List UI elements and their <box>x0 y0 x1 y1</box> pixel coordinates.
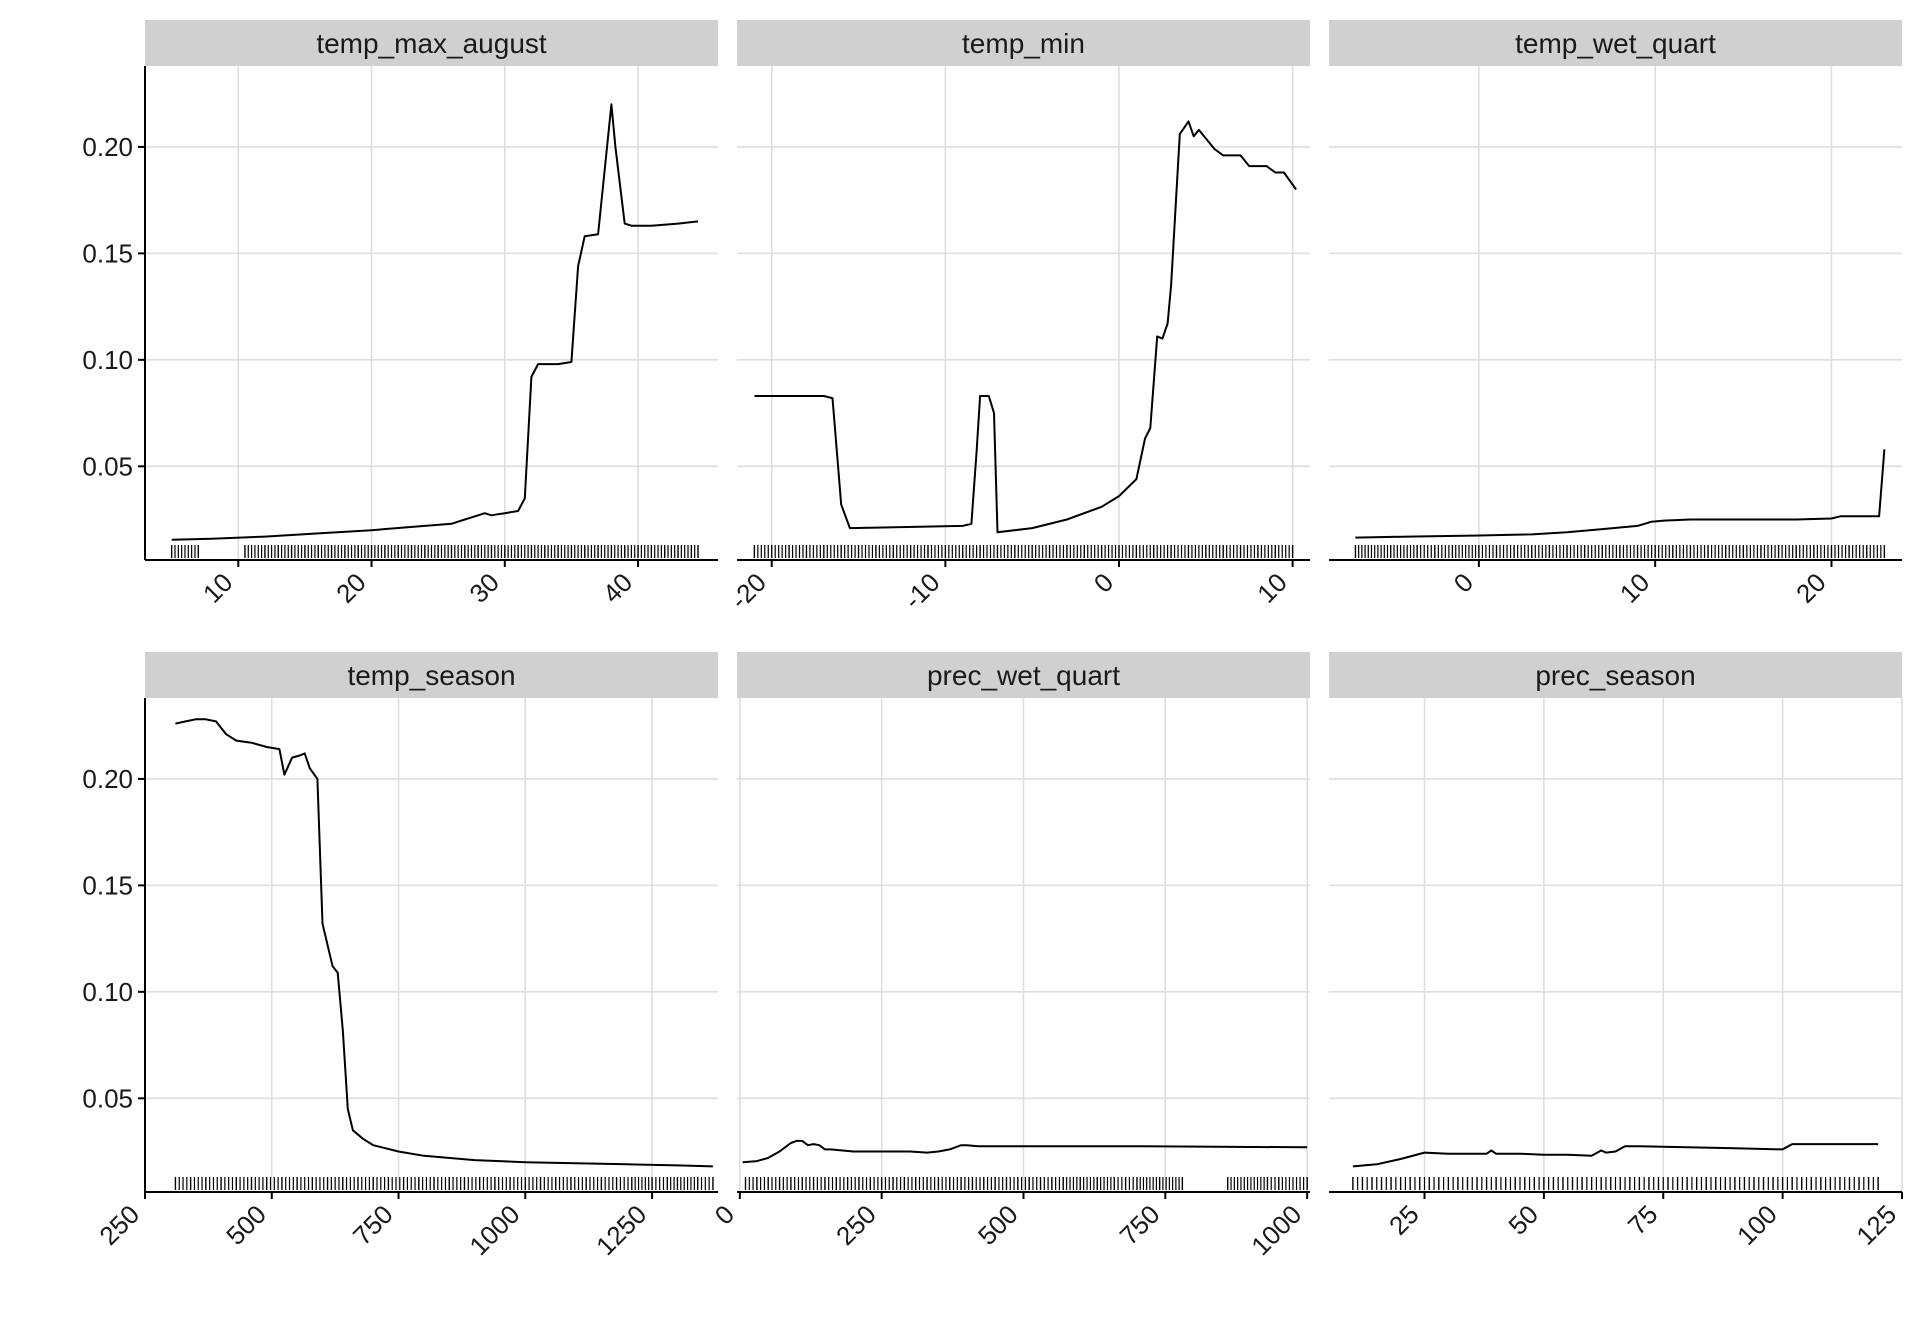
facet-strip <box>737 20 1310 66</box>
x-tick-label: 30 <box>463 567 505 609</box>
x-tick-label: 20 <box>330 567 372 609</box>
facet-strip <box>145 20 718 66</box>
x-tick-label: 500 <box>972 1199 1024 1251</box>
y-tick-label: 0.05 <box>82 1083 133 1113</box>
x-tick-label: 25 <box>1383 1199 1425 1241</box>
series-line <box>754 120 1297 534</box>
facet-strip <box>1329 652 1902 698</box>
facet-strip-title: temp_max_august <box>316 28 547 59</box>
facet-panel: temp_max_august 0.05 0.10 0.15 0.20 10 20 30 40 <box>82 20 718 609</box>
y-tick-label: 0.10 <box>82 345 133 375</box>
x-tick-label: 50 <box>1502 1199 1544 1241</box>
x-tick-label: 20 <box>1790 567 1832 609</box>
series-line <box>742 1139 1308 1164</box>
facet-panel: prec_wet_quart 0 250 500 750 1000 <box>709 652 1310 1261</box>
x-tick-label: 75 <box>1622 1199 1664 1241</box>
x-tick-label: 10 <box>1251 567 1293 609</box>
x-tick-label: 1000 <box>1245 1199 1307 1261</box>
facet-strip <box>737 652 1310 698</box>
series-line <box>175 718 713 1168</box>
y-tick-label: 0.15 <box>82 238 133 268</box>
y-tick-label: 0.05 <box>82 451 133 481</box>
y-tick-label: 0.20 <box>82 764 133 794</box>
x-tick-label: 0 <box>1088 567 1119 598</box>
facet-strip <box>1329 20 1902 66</box>
x-tick-label: 250 <box>93 1199 145 1251</box>
x-tick-label: 750 <box>347 1199 399 1251</box>
facet-strip-title: prec_wet_quart <box>927 660 1120 691</box>
x-tick-label: 10 <box>197 567 239 609</box>
facet-panel: temp_min -20 -10 0 10 <box>724 20 1310 615</box>
x-tick-label: 500 <box>220 1199 272 1251</box>
x-tick-label: -20 <box>724 567 772 615</box>
x-tick-label: -10 <box>898 567 946 615</box>
x-tick-label: 250 <box>830 1199 882 1251</box>
x-tick-label: 10 <box>1614 567 1656 609</box>
facet-strip <box>145 652 718 698</box>
y-tick-label: 0.15 <box>82 870 133 900</box>
x-tick-label: 0 <box>1448 567 1479 598</box>
facet-strip-title: prec_season <box>1535 660 1695 691</box>
facet-strip-title: temp_wet_quart <box>1515 28 1716 59</box>
series-line <box>171 103 699 541</box>
x-tick-label: 1250 <box>590 1199 652 1261</box>
series-line <box>1355 449 1886 539</box>
y-tick-label: 0.10 <box>82 977 133 1007</box>
x-tick-label: 125 <box>1850 1199 1902 1251</box>
y-tick-label: 0.20 <box>82 132 133 162</box>
x-tick-label: 0 <box>709 1199 740 1230</box>
facet-strip-title: temp_min <box>962 28 1085 59</box>
x-tick-label: 750 <box>1114 1199 1166 1251</box>
x-tick-label: 40 <box>597 567 639 609</box>
facet-panel: temp_wet_quart 0 10 20 <box>1329 20 1902 609</box>
facet-panel: prec_season 25 50 75 100 125 <box>1329 652 1903 1251</box>
x-tick-label: 100 <box>1731 1199 1783 1251</box>
facet-strip-title: temp_season <box>347 660 515 691</box>
facet-panel: temp_season 0.05 0.10 0.15 0.20 250 500 750 1000… <box>82 652 718 1261</box>
x-tick-label: 1000 <box>463 1199 525 1261</box>
series-line <box>1352 1143 1879 1168</box>
